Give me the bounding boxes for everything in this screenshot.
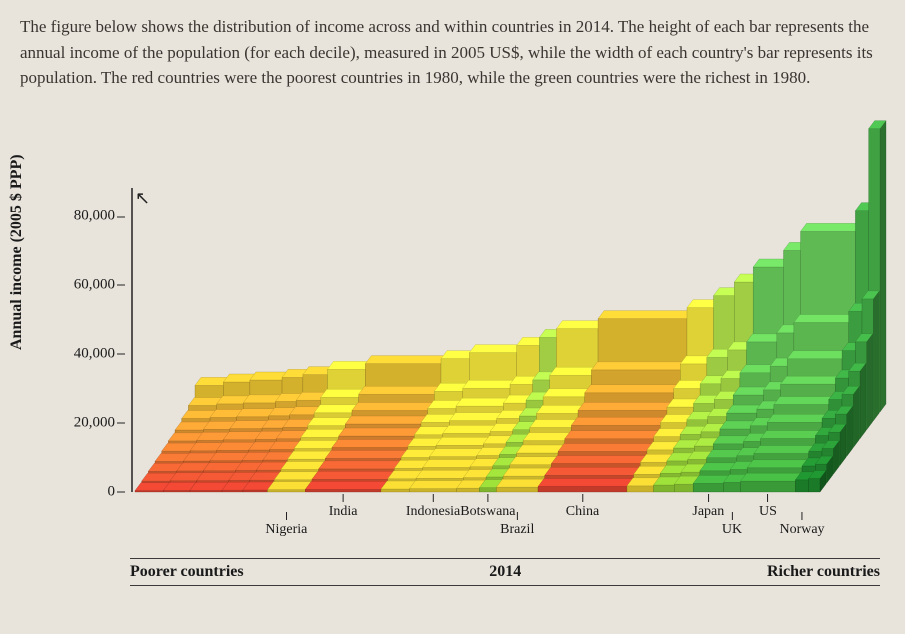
- x-tick-label: Norway: [779, 512, 824, 538]
- plot-area: [130, 180, 885, 500]
- x-tick-label: Japan: [692, 494, 724, 520]
- x-tick-label: India: [329, 494, 358, 520]
- x-tick-label: Brazil: [500, 512, 534, 538]
- x-tick-label: UK: [722, 512, 742, 538]
- y-tick: 60,000: [60, 277, 125, 294]
- x-tick-label: China: [566, 494, 599, 520]
- x-tick-label: US: [759, 494, 777, 520]
- footer-left: Poorer countries: [130, 563, 244, 581]
- y-tick: 20,000: [60, 415, 125, 432]
- x-axis-footer: Poorer countries 2014 Richer countries: [130, 558, 880, 586]
- y-tick: 40,000: [60, 346, 125, 363]
- x-tick-label: Nigeria: [265, 512, 307, 538]
- footer-mid: 2014: [489, 563, 521, 581]
- x-tick-label: Indonesia: [406, 494, 460, 520]
- figure-caption: The figure below shows the distribution …: [0, 0, 905, 99]
- y-tick: 0: [60, 484, 125, 501]
- chart-container: ↖ Annual income (2005 $ PPP) 020,00040,0…: [0, 170, 905, 590]
- y-tick: 80,000: [60, 208, 125, 225]
- x-axis-labels: NigeriaIndiaIndonesiaBotswanaBrazilChina…: [130, 492, 885, 552]
- y-axis-label: Annual income (2005 $ PPP): [8, 154, 26, 350]
- y-axis: 020,00040,00060,00080,000: [55, 182, 125, 492]
- footer-right: Richer countries: [767, 563, 880, 581]
